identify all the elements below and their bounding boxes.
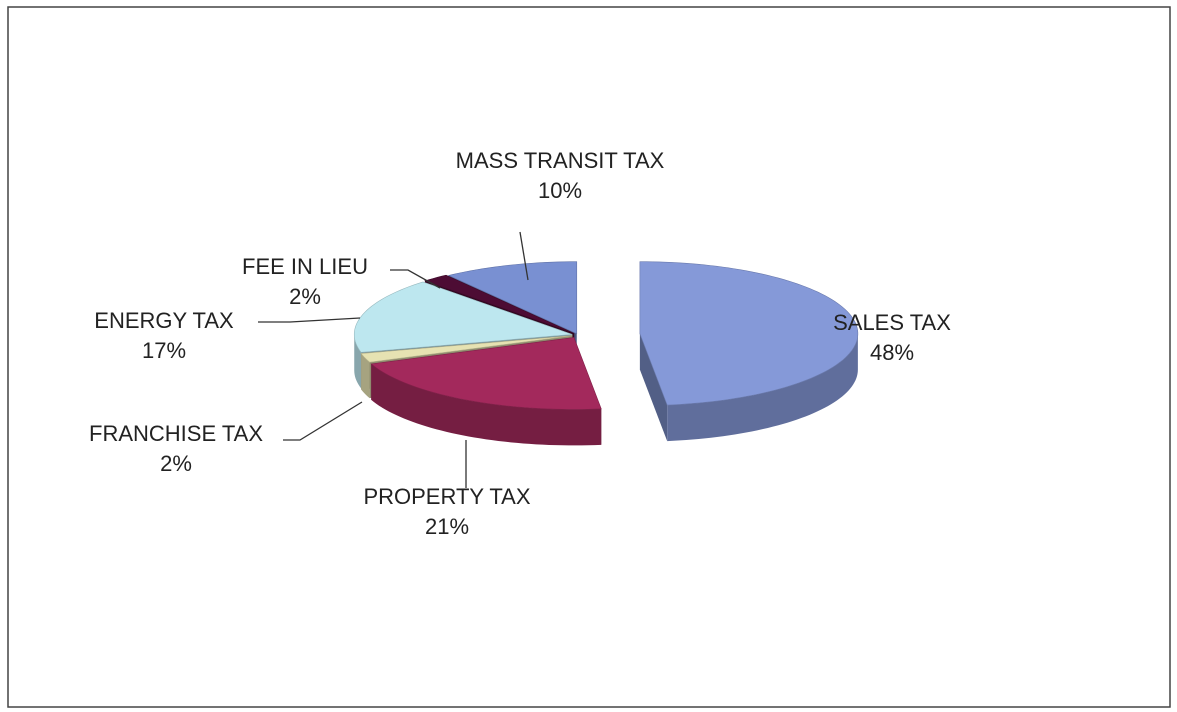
value-label: 2%	[160, 451, 192, 476]
category-label: MASS TRANSIT TAX	[455, 148, 665, 173]
slice	[447, 261, 578, 335]
slice-label: FEE IN LIEU 2%	[205, 252, 405, 312]
value-label: 17%	[141, 338, 187, 363]
category-label: FEE IN LIEU	[242, 254, 368, 279]
slice	[423, 274, 575, 334]
slice-label: FRANCHISE TAX 2%	[46, 419, 306, 479]
slice-side	[639, 333, 668, 442]
category-label: PROPERTY TAX	[363, 484, 531, 509]
leader-line	[258, 317, 361, 323]
value-label: 2%	[289, 284, 321, 309]
slice-wall	[361, 353, 370, 399]
slice-label: MASS TRANSIT TAX 10%	[455, 146, 665, 206]
category-label: FRANCHISE TAX	[89, 421, 263, 446]
frame	[7, 6, 1171, 708]
slice-wall	[667, 333, 858, 442]
slice	[353, 281, 573, 353]
slice-label: ENERGY TAX 17%	[54, 306, 274, 366]
value-label: 21%	[424, 514, 470, 539]
value-label: 48%	[869, 340, 915, 365]
slice-wall	[371, 363, 602, 446]
slice-wall	[354, 334, 362, 389]
category-label: SALES TAX	[833, 310, 951, 335]
leader-line	[390, 269, 441, 289]
slice-label: SALES TAX 48%	[792, 308, 992, 368]
slice-label: PROPERTY TAX 21%	[317, 482, 577, 542]
category-label: ENERGY TAX	[94, 308, 234, 333]
slice	[360, 335, 573, 363]
value-label: 10%	[537, 178, 583, 203]
slice	[370, 337, 602, 410]
leader-line	[519, 231, 529, 281]
leader-line	[283, 401, 363, 441]
slice	[639, 261, 859, 406]
